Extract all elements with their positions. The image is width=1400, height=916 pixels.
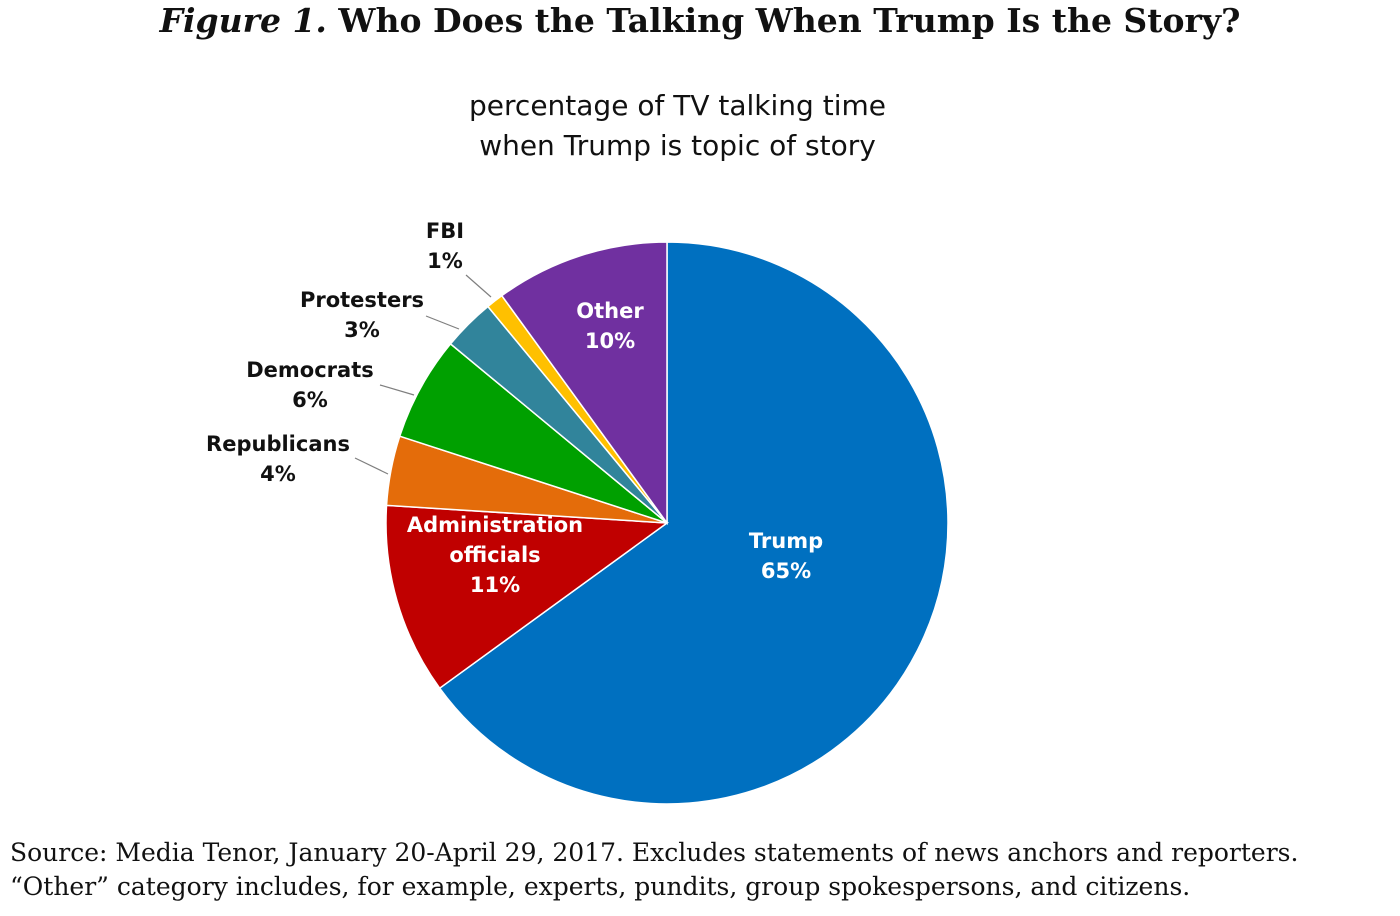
slice-name-fbi: FBI (426, 219, 464, 243)
slice-name-other: Other (576, 299, 644, 323)
slice-label-trump: Trump 65% (749, 529, 823, 583)
pie-chart: Trump 65% Administration officials 11% Republ… (206, 219, 949, 805)
slice-name-protesters: Protesters (300, 288, 424, 312)
slice-label-other: Other 10% (576, 299, 644, 353)
slice-name-administration-officials: Administration (407, 513, 583, 537)
slice-label-republicans: Republicans 4% (206, 432, 350, 486)
chart-subtitle: percentage of TV talking time when Trump… (0, 86, 1355, 166)
leader-line-protesters (425, 315, 460, 330)
slice-label-protesters: Protesters 3% (300, 288, 424, 342)
source-line-1: Source: Media Tenor, January 20-April 29… (10, 838, 1299, 867)
leader-line-fbi (465, 274, 492, 298)
figure-title-text: Who Does the Talking When Trump Is the S… (338, 1, 1241, 40)
slice-name-administration-officials: officials (449, 543, 540, 567)
slice-name-democrats: Democrats (246, 358, 374, 382)
source-line-2: “Other” category includes, for example, … (10, 872, 1191, 901)
slice-label-fbi: FBI 1% (426, 219, 464, 273)
pie-slice-other (500, 241, 668, 526)
figure-label: Figure 1. (159, 1, 327, 40)
slice-value-fbi: 1% (427, 249, 463, 273)
chart-subtitle-line-2: when Trump is topic of story (479, 129, 876, 162)
figure-title: Figure 1. Who Does the Talking When Trum… (0, 0, 1400, 42)
slice-value-republicans: 4% (260, 462, 296, 486)
slice-value-democrats: 6% (292, 388, 328, 412)
slice-value-administration-officials: 11% (470, 573, 520, 597)
leader-line-democrats (379, 384, 415, 396)
slice-label-administration-officials: Administration officials 11% (407, 513, 583, 597)
slice-label-democrats: Democrats 6% (246, 358, 374, 412)
slice-value-other: 10% (585, 329, 635, 353)
pie-slice-administration-officials (385, 504, 670, 690)
pie-slices (385, 241, 949, 805)
pie-slice-trump (438, 241, 949, 805)
slice-name-republicans: Republicans (206, 432, 350, 456)
slice-value-protesters: 3% (344, 318, 380, 342)
slice-value-trump: 65% (761, 559, 811, 583)
chart-subtitle-line-1: percentage of TV talking time (469, 89, 886, 122)
pie-labels: Trump 65% Administration officials 11% Republ… (206, 219, 823, 597)
leader-line-republicans (354, 457, 389, 475)
slice-name-trump: Trump (749, 529, 823, 553)
source-note: Source: Media Tenor, January 20-April 29… (10, 836, 1395, 904)
